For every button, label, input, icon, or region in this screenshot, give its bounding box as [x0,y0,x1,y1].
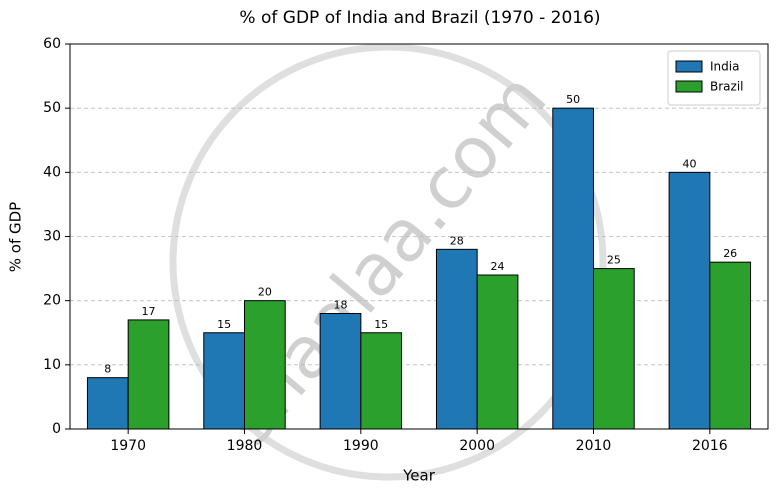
y-tick-label: 40 [43,164,61,180]
y-tick-label: 10 [43,357,61,373]
bar [360,332,403,430]
bar [319,313,362,430]
value-label: 18 [333,299,347,312]
legend-swatch [675,60,703,73]
y-tick-label: 20 [43,293,61,309]
y-tick-label: 0 [52,421,61,437]
y-tick-label: 50 [43,100,61,116]
y-tick-label: 30 [43,229,61,245]
bar [86,377,129,430]
value-label: 15 [374,318,388,331]
x-tick-label: 2000 [459,438,495,454]
bar [593,268,635,430]
x-axis-label: Year [402,467,436,485]
y-tick-label: 60 [43,36,61,52]
chart-title: % of GDP of India and Brazil (1970 - 201… [239,8,600,28]
value-label: 20 [258,286,272,299]
value-label: 15 [217,318,231,331]
bar [127,319,170,430]
value-label: 50 [566,93,580,106]
value-label: 40 [682,157,696,170]
value-label: 26 [723,247,737,260]
bar [476,274,519,430]
bar [552,107,594,430]
value-label: 17 [142,305,156,318]
x-tick-label: 1990 [343,438,379,454]
x-tick-label: 1980 [227,438,263,454]
watermark-ring [169,43,607,481]
value-label: 8 [104,363,111,376]
x-tick-label: 2016 [692,438,728,454]
x-tick-label: 2010 [576,438,612,454]
bar [203,332,246,430]
x-tick-label: 1970 [110,438,146,454]
y-axis-label: % of GDP [7,202,25,272]
plot-frame [69,43,769,430]
bar [668,171,711,430]
bar [709,261,752,430]
bar [435,248,478,430]
value-label: 24 [491,260,505,273]
legend-label: Brazil [710,80,744,94]
legend-label: India [710,60,739,74]
legend-swatch [675,80,703,93]
value-label: 28 [450,234,464,247]
bar [244,300,286,430]
value-label: 25 [607,254,621,267]
